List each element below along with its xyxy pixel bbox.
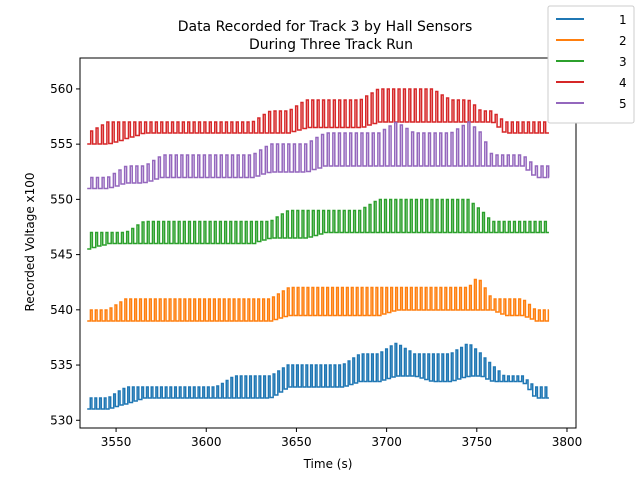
x-tick-label: 3750	[462, 435, 493, 449]
series-line-4	[87, 88, 549, 145]
series-layer	[87, 88, 550, 410]
legend: 1 2 3 4 5	[547, 5, 635, 124]
x-tick-label: 3600	[191, 435, 222, 449]
series-line-5	[87, 121, 550, 190]
y-axis-label: Recorded Voltage x100	[23, 172, 37, 311]
y-tick-label: 535	[50, 358, 73, 372]
chart-title: Data Recorded for Track 3 by Hall Sensor…	[178, 19, 473, 35]
axes: 3550 3600 3650 3700 3750 3800 530 535 540 545 550 5…	[50, 57, 583, 449]
y-tick-label: 550	[50, 192, 73, 206]
x-tick-label: 3550	[101, 435, 132, 449]
plot-frame	[79, 57, 577, 429]
legend-label-5: 5	[619, 97, 627, 111]
legend-label-2: 2	[619, 34, 627, 48]
x-axis-label: Time (s)	[303, 457, 353, 471]
x-tick-label: 3650	[281, 435, 312, 449]
y-tick-label: 560	[50, 82, 73, 96]
legend-label-4: 4	[619, 76, 627, 90]
x-tick-label: 3800	[552, 435, 583, 449]
y-tick-label: 540	[50, 303, 73, 317]
series-line-2	[87, 278, 550, 322]
series-line-3	[87, 198, 549, 250]
y-tick-label: 530	[50, 413, 73, 427]
chart-subtitle: During Three Track Run	[249, 37, 413, 53]
y-tick-label: 545	[50, 248, 73, 262]
series-line-1	[87, 342, 549, 410]
x-tick-label: 3700	[371, 435, 402, 449]
legend-box	[547, 5, 635, 124]
legend-label-1: 1	[619, 13, 627, 27]
y-tick-label: 555	[50, 137, 73, 151]
legend-label-3: 3	[619, 55, 627, 69]
